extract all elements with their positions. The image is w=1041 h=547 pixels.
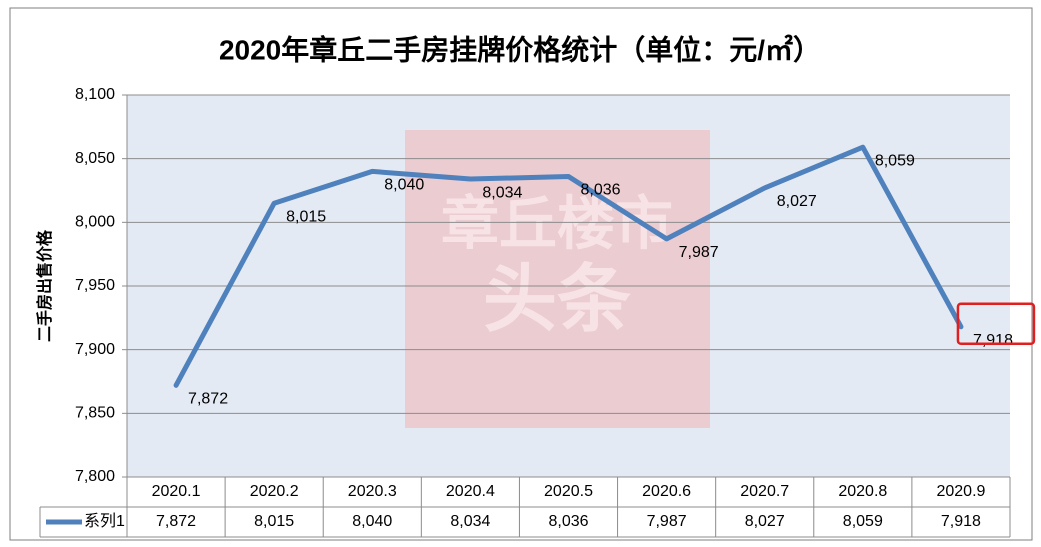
x-tick-label: 2020.3	[348, 483, 397, 500]
y-tick-label: 7,850	[75, 405, 115, 422]
legend-label: 系列1	[84, 512, 125, 530]
data-label: 8,036	[581, 182, 621, 199]
data-label: 8,040	[384, 177, 424, 194]
y-tick-label: 7,950	[75, 277, 115, 294]
y-tick-label: 8,050	[75, 150, 115, 167]
data-label: 8,015	[286, 208, 326, 225]
table-value: 8,015	[254, 513, 294, 530]
x-tick-label: 2020.9	[936, 483, 985, 500]
data-label: 8,027	[777, 193, 817, 210]
table-value: 7,918	[941, 513, 981, 530]
data-label: 8,059	[875, 152, 915, 169]
table-value: 8,027	[745, 513, 785, 530]
highlight-box	[956, 302, 1036, 345]
data-label: 8,034	[482, 184, 522, 201]
y-tick-label: 8,000	[75, 214, 115, 231]
chart-title: 2020年章丘二手房挂牌价格统计（单位：元/㎡）	[219, 33, 821, 65]
x-tick-label: 2020.8	[838, 483, 887, 500]
table-value: 7,872	[156, 513, 196, 530]
x-tick-label: 2020.6	[642, 483, 691, 500]
y-axis-label: 二手房出售价格	[35, 229, 54, 342]
x-tick-label: 2020.2	[250, 483, 299, 500]
x-tick-label: 2020.4	[446, 483, 495, 500]
y-tick-label: 7,900	[75, 341, 115, 358]
line	[173, 144, 964, 388]
watermark: 头条	[483, 258, 631, 341]
table-value: 8,040	[352, 513, 392, 530]
watermark: 章丘楼市	[441, 191, 673, 256]
table-value: 7,987	[647, 513, 687, 530]
x-tick-label: 2020.1	[152, 483, 201, 500]
table-value: 8,059	[843, 513, 883, 530]
table-value: 8,034	[450, 513, 490, 530]
x-tick-label: 2020.5	[544, 483, 593, 500]
table-value: 8,036	[548, 513, 588, 530]
y-tick-label: 7,800	[75, 468, 115, 485]
data-label: 7,918	[973, 332, 1013, 349]
y-tick-label: 8,100	[75, 86, 115, 103]
x-tick-label: 2020.7	[740, 483, 789, 500]
data-label: 7,987	[679, 244, 719, 261]
data-label: 7,872	[188, 391, 228, 408]
